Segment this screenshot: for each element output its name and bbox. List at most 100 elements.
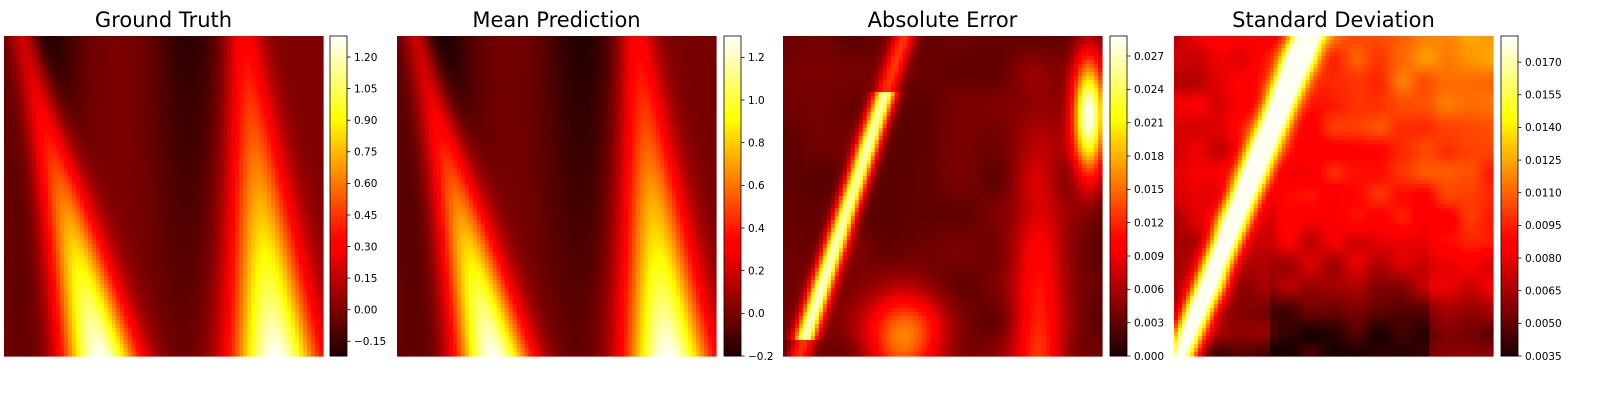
heatmap-cell [156,148,161,153]
heatmap-cell [120,216,125,221]
heatmap-cell [56,88,61,93]
heatmap-cell [64,100,69,105]
heatmap-cell [48,204,53,209]
heatmap-cell [24,284,29,289]
heatmap-cell [299,168,304,173]
heatmap-cell [28,132,33,137]
heatmap-cell [164,128,169,133]
heatmap-cell [92,272,97,277]
heatmap-cell [311,40,316,45]
heatmap-cell [247,256,252,261]
heatmap-cell [247,128,252,133]
heatmap-cell [187,264,192,269]
heatmap-cell [179,272,184,277]
heatmap-cell [171,164,176,169]
heatmap-cell [211,108,216,113]
heatmap-cell [144,236,149,241]
heatmap-cell [231,100,236,105]
heatmap-cell [255,184,260,189]
heatmap-cell [96,208,101,213]
heatmap-cell [295,128,300,133]
heatmap-cell [32,180,37,185]
heatmap-cell [307,184,312,189]
heatmap-cell [16,200,21,205]
heatmap-cell [307,224,312,229]
heatmap-cell [132,84,137,89]
heatmap-cell [80,144,85,149]
heatmap-cell [271,136,276,141]
heatmap-cell [203,68,208,73]
heatmap-cell [116,212,121,217]
heatmap-cell [112,200,117,205]
heatmap-cell [92,136,97,141]
heatmap-cell [44,60,49,65]
heatmap-cell [92,252,97,257]
heatmap-cell [116,152,121,157]
heatmap-cell [259,160,264,165]
heatmap-cell [20,64,25,69]
heatmap-cell [160,132,165,137]
heatmap-cell [291,72,296,77]
heatmap-cell [156,164,161,169]
heatmap-cell [24,156,29,161]
heatmap-cell [215,92,220,97]
heatmap-cell [207,48,212,53]
heatmap-cell [203,36,208,41]
heatmap-cell [108,88,113,93]
heatmap-cell [48,128,53,133]
heatmap-cell [140,84,145,89]
heatmap-cell [255,36,260,41]
heatmap-cell [120,44,125,49]
heatmap-cell [144,156,149,161]
heatmap-cell [207,196,212,201]
heatmap-cell [72,40,77,45]
heatmap-cell [255,236,260,241]
heatmap-cell [267,212,272,217]
heatmap-cell [112,180,117,185]
heatmap-cell [96,44,101,49]
heatmap-cell [303,64,308,69]
heatmap-cell [28,168,33,173]
heatmap-cell [136,180,141,185]
heatmap-cell [32,192,37,197]
heatmap-cell [171,208,176,213]
heatmap-cell [124,272,129,277]
heatmap-cell [4,224,9,229]
heatmap-cell [211,64,216,69]
heatmap-cell [215,96,220,101]
heatmap-cell [156,188,161,193]
heatmap-cell [267,64,272,69]
heatmap-cell [319,88,324,93]
heatmap-cell [251,100,256,105]
heatmap-cell [96,168,101,173]
heatmap-cell [32,280,37,285]
heatmap-cell [116,184,121,189]
heatmap-cell [164,60,169,65]
heatmap-cell [104,220,109,225]
heatmap-cell [12,56,17,61]
heatmap-cell [291,76,296,81]
heatmap-cell [92,200,97,205]
heatmap-cell [239,180,244,185]
heatmap-cell [259,276,264,281]
heatmap-cell [311,108,316,113]
heatmap-cell [12,40,17,45]
heatmap-cell [160,236,165,241]
heatmap-cell [80,236,85,241]
heatmap-cell [84,228,89,233]
heatmap-cell [211,188,216,193]
heatmap-cell [20,40,25,45]
heatmap-cell [279,156,284,161]
heatmap-cell [223,144,228,149]
heatmap-cell [271,268,276,273]
heatmap-cell [144,216,149,221]
heatmap-cell [167,248,172,253]
heatmap-cell [144,244,149,249]
heatmap-cell [156,76,161,81]
heatmap-cell [88,184,93,189]
heatmap-cell [227,212,232,217]
heatmap-cell [179,40,184,45]
heatmap-cell [231,260,236,265]
heatmap-cell [279,220,284,225]
heatmap-cell [36,156,41,161]
